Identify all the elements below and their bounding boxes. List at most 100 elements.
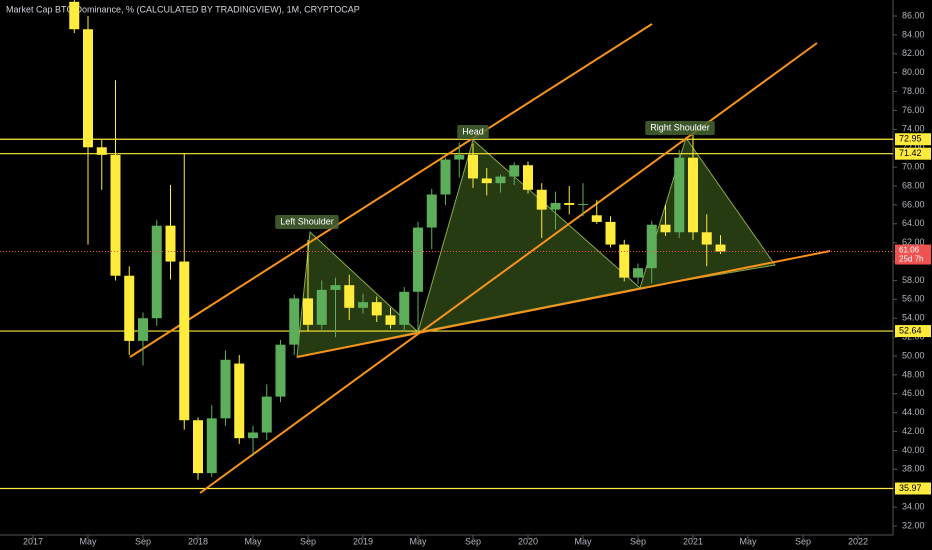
- last-price-label: 61.06: [899, 246, 920, 255]
- level-label: 35.97: [899, 483, 922, 493]
- annotation-box: [645, 121, 715, 135]
- y-tick-label: 32.00: [902, 520, 925, 530]
- candle-body: [206, 418, 217, 474]
- candle-body: [660, 224, 671, 233]
- x-tick-label: Sep: [630, 536, 646, 546]
- level-label-box: [895, 133, 931, 146]
- candle-body: [124, 275, 135, 341]
- y-tick-label: 68.00: [902, 180, 925, 190]
- x-tick-label: Sep: [300, 536, 316, 546]
- y-tick-label: 48.00: [902, 369, 925, 379]
- x-tick-label: May: [244, 536, 262, 546]
- trend-line: [199, 42, 818, 494]
- candle-body: [96, 147, 107, 155]
- x-tick-label: Sep: [795, 536, 811, 546]
- y-tick-label: 38.00: [902, 464, 925, 474]
- candle-body: [495, 176, 506, 184]
- candle-body: [179, 261, 190, 421]
- x-tick-label: 2018: [188, 536, 208, 546]
- last-price-box: [895, 244, 931, 265]
- y-tick-label: 54.00: [902, 313, 925, 323]
- countdown-label: 25d 7h: [899, 255, 923, 264]
- candle-body: [619, 244, 630, 278]
- candle-body: [193, 420, 203, 474]
- candle-body: [536, 189, 547, 210]
- y-tick-label: 42.00: [902, 426, 925, 436]
- candle-body: [138, 318, 148, 341]
- candle-body: [426, 194, 437, 228]
- candle-body: [509, 165, 520, 177]
- y-tick-label: 58.00: [902, 275, 925, 285]
- candle-body: [220, 359, 231, 419]
- x-tick-label: 2022: [848, 536, 868, 546]
- x-tick-label: 2017: [23, 536, 43, 546]
- annotation-box: [457, 125, 489, 139]
- y-tick-label: 72.00: [902, 143, 925, 153]
- candle-body: [83, 29, 93, 148]
- x-tick-label: May: [574, 536, 592, 546]
- chart-title: Market Cap BTC Dominance, % (CALCULATED …: [6, 4, 360, 14]
- annotation-label: Right Shoulder: [650, 122, 710, 132]
- level-label: 72.95: [899, 134, 922, 144]
- candle-body: [550, 202, 561, 210]
- y-tick-label: 50.00: [902, 350, 925, 360]
- candle-body: [385, 315, 396, 325]
- candle-body: [633, 268, 643, 278]
- candle-body: [165, 225, 176, 262]
- candle-body: [151, 225, 162, 319]
- x-tick-label: May: [739, 536, 757, 546]
- x-tick-label: 2019: [353, 536, 373, 546]
- y-tick-label: 84.00: [902, 29, 925, 39]
- candle-body: [481, 178, 492, 184]
- candle-body: [234, 363, 245, 439]
- y-tick-label: 74.00: [902, 124, 925, 134]
- candle-body: [330, 285, 341, 290]
- y-tick-label: 34.00: [902, 501, 925, 511]
- candle-body: [344, 285, 355, 308]
- candle-body: [69, 1, 80, 30]
- level-label-box: [895, 325, 931, 338]
- candle-body: [646, 224, 657, 269]
- x-tick-label: May: [409, 536, 427, 546]
- candle-body: [110, 154, 121, 276]
- candle-body: [371, 302, 382, 316]
- x-tick-label: 2021: [683, 536, 703, 546]
- y-tick-label: 80.00: [902, 67, 925, 77]
- trend-line: [296, 250, 831, 358]
- level-label-box: [895, 482, 931, 495]
- candle-body: [578, 203, 588, 205]
- x-tick-label: Sep: [135, 536, 151, 546]
- candle-body: [605, 221, 616, 245]
- y-tick-label: 40.00: [902, 445, 925, 455]
- y-tick-label: 70.00: [902, 161, 925, 171]
- candle-body: [564, 202, 575, 205]
- candle-body: [440, 159, 451, 195]
- candle-body: [701, 232, 712, 245]
- annotation-label: Left Shoulder: [280, 216, 334, 226]
- y-tick-label: 82.00: [902, 48, 925, 58]
- y-tick-label: 64.00: [902, 218, 925, 228]
- candle-body: [413, 227, 423, 292]
- y-tick-label: 62.00: [902, 237, 925, 247]
- annotation-label: Head: [462, 126, 484, 136]
- y-tick-label: 78.00: [902, 86, 925, 96]
- x-tick-label: 2020: [518, 536, 538, 546]
- y-tick-label: 56.00: [902, 294, 925, 304]
- candle-body: [316, 289, 327, 325]
- y-tick-label: 66.00: [902, 199, 925, 209]
- level-label: 71.42: [899, 148, 922, 158]
- y-tick-label: 76.00: [902, 105, 925, 115]
- candle-body: [358, 302, 368, 308]
- candle-body: [248, 432, 258, 439]
- y-tick-label: 86.00: [902, 10, 925, 20]
- candle-body: [523, 165, 533, 190]
- y-tick-label: 44.00: [902, 407, 925, 417]
- candle-body: [261, 396, 272, 433]
- y-tick-label: 46.00: [902, 388, 925, 398]
- annotation-box: [275, 215, 339, 229]
- trend-line: [129, 23, 653, 358]
- candle-body: [468, 154, 478, 179]
- right-shoulder-triangle: [639, 136, 776, 289]
- candle-body: [454, 154, 465, 160]
